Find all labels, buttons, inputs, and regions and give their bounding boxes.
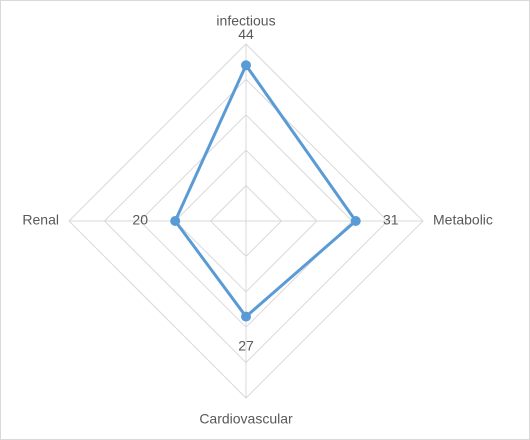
data-point — [241, 60, 251, 71]
category-label: Cardiovascular — [199, 411, 293, 427]
data-label: 27 — [238, 337, 254, 353]
data-label: 44 — [238, 26, 254, 42]
data-label: 31 — [383, 212, 399, 228]
data-point — [350, 216, 361, 226]
category-label: Metabolic — [433, 212, 493, 228]
data-point — [170, 216, 181, 226]
category-label: Renal — [22, 212, 59, 228]
category-label: infectious — [216, 13, 275, 29]
data-point — [241, 311, 251, 322]
data-label: 20 — [132, 212, 148, 228]
